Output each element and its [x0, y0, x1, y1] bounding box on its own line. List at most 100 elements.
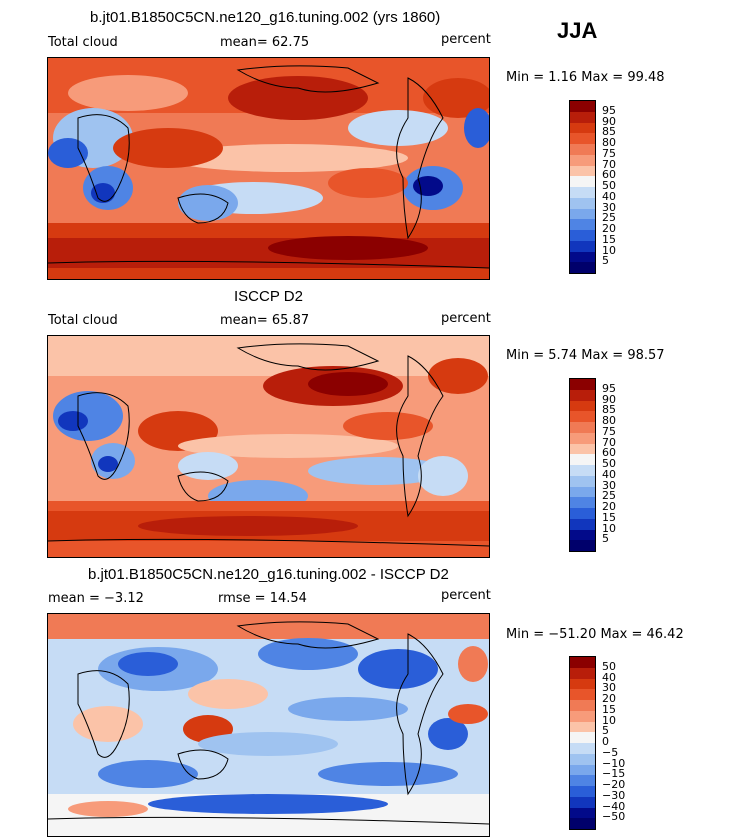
panel-1-map-field: [48, 58, 489, 279]
colorbar-tick-label: 40: [602, 670, 616, 684]
colorbar-tick-label: 60: [602, 168, 616, 182]
season-label: JJA: [557, 18, 598, 43]
colorbar-swatch: [570, 432, 595, 444]
panel-2-minmax-label: Min = 5.74 Max = 98.57: [506, 348, 665, 363]
panel-1-title: b.jt01.B1850C5CN.ne120_g16.tuning.002 (y…: [90, 9, 441, 26]
colorbar-tick-label: 60: [602, 446, 616, 460]
panel-2-mean-label: mean= 65.87: [220, 313, 310, 328]
colorbar-tick-label: 80: [602, 136, 616, 149]
colorbar-swatch: [570, 400, 595, 412]
colorbar-tick-label: −10: [602, 756, 626, 770]
colorbar-swatch: [570, 475, 595, 487]
panel-3-map-field: [48, 614, 489, 836]
colorbar-swatch: [570, 518, 595, 530]
colorbar-swatch: [570, 689, 595, 700]
panel-2-map-field: [48, 336, 489, 557]
colorbar-tick-label: 85: [602, 403, 616, 417]
colorbar-swatch: [570, 465, 595, 476]
colorbar-tick-label: 30: [602, 681, 616, 695]
colorbar-tick-label: −50: [602, 810, 626, 824]
panel-3-map: [47, 613, 490, 837]
colorbar-tick-label: 20: [602, 500, 616, 513]
colorbar-tick-label: 30: [602, 478, 616, 492]
colorbar-tick-label: 5: [602, 254, 609, 268]
colorbar-swatch: [570, 197, 595, 209]
colorbar-tick-label: 10: [602, 243, 616, 257]
colorbar-tick-label: 10: [602, 713, 616, 727]
panel-1-units-label: percent: [441, 32, 491, 47]
colorbar-swatch: [570, 678, 595, 690]
colorbar-swatch: [570, 422, 595, 433]
colorbar-tick-label: −40: [602, 799, 626, 813]
colorbar-tick-label: 40: [602, 189, 616, 203]
colorbar-tick-label: 15: [602, 702, 616, 716]
colorbar-swatch: [570, 818, 595, 829]
colorbar-swatch: [570, 389, 595, 401]
colorbar-swatch: [570, 219, 595, 230]
panel-2-title: ISCCP D2: [234, 288, 303, 305]
colorbar-tick-label: 50: [602, 659, 616, 673]
colorbar-swatch: [570, 786, 595, 797]
colorbar-swatch: [570, 764, 595, 776]
colorbar-swatch: [570, 251, 595, 263]
colorbar-swatch: [570, 508, 595, 519]
colorbar-swatch: [570, 529, 595, 541]
colorbar-tick-label: 50: [602, 179, 616, 192]
colorbar-swatch: [570, 230, 595, 241]
colorbar-swatch: [570, 111, 595, 123]
colorbar-tick-label: 90: [602, 392, 616, 406]
panel-1-variable-label: Total cloud: [48, 35, 118, 50]
colorbar-tick-label: 30: [602, 200, 616, 214]
colorbar-swatch: [570, 657, 595, 668]
colorbar-tick-label: 10: [602, 521, 616, 535]
colorbar-swatch: [570, 133, 595, 144]
colorbar-tick-label: 15: [602, 232, 616, 246]
colorbar-swatch: [570, 411, 595, 422]
colorbar-tick-label: 25: [602, 489, 616, 503]
colorbar-tick-label: 5: [602, 532, 609, 546]
colorbar-tick-label: 70: [602, 435, 616, 449]
colorbar-tick-label: 40: [602, 467, 616, 481]
panel-3-title: b.jt01.B1850C5CN.ne120_g16.tuning.002 - …: [88, 566, 449, 583]
panel-2-units-label: percent: [441, 311, 491, 326]
colorbar-swatch: [570, 240, 595, 252]
colorbar-swatch: [570, 443, 595, 455]
panel-1-minmax-label: Min = 1.16 Max = 99.48: [506, 70, 665, 85]
panel-1-mean-label: mean= 62.75: [220, 35, 310, 50]
panel-3-rmse-label: rmse = 14.54: [218, 591, 307, 606]
colorbar-swatch: [570, 540, 595, 551]
colorbar-swatch: [570, 101, 595, 112]
colorbar-tick-label: 5: [602, 724, 609, 738]
colorbar-tick-label: 0: [602, 735, 609, 748]
colorbar-swatch: [570, 154, 595, 166]
colorbar-tick-label: 95: [602, 381, 616, 395]
colorbar-swatch: [570, 807, 595, 819]
colorbar-swatch: [570, 710, 595, 722]
panel-3-colorbar: [569, 656, 596, 830]
colorbar-swatch: [570, 796, 595, 808]
colorbar-swatch: [570, 721, 595, 733]
colorbar-tick-label: −15: [602, 767, 626, 781]
colorbar-swatch: [570, 187, 595, 198]
colorbar-tick-label: 80: [602, 414, 616, 427]
colorbar-swatch: [570, 176, 595, 187]
colorbar-swatch: [570, 208, 595, 220]
colorbar-swatch: [570, 122, 595, 134]
panel-2-colorbar: [569, 378, 596, 552]
colorbar-swatch: [570, 497, 595, 508]
colorbar-tick-label: 95: [602, 103, 616, 117]
colorbar-swatch: [570, 775, 595, 786]
colorbar-swatch: [570, 165, 595, 177]
colorbar-tick-label: 90: [602, 114, 616, 128]
colorbar-swatch: [570, 743, 595, 754]
colorbar-tick-label: 25: [602, 211, 616, 225]
colorbar-swatch: [570, 262, 595, 273]
colorbar-tick-label: 20: [602, 222, 616, 235]
panel-2-variable-label: Total cloud: [48, 313, 118, 328]
colorbar-tick-label: 70: [602, 157, 616, 171]
colorbar-tick-label: 75: [602, 424, 616, 438]
panel-3-units-label: percent: [441, 588, 491, 603]
colorbar-swatch: [570, 144, 595, 155]
colorbar-tick-label: 75: [602, 146, 616, 160]
colorbar-swatch: [570, 667, 595, 679]
